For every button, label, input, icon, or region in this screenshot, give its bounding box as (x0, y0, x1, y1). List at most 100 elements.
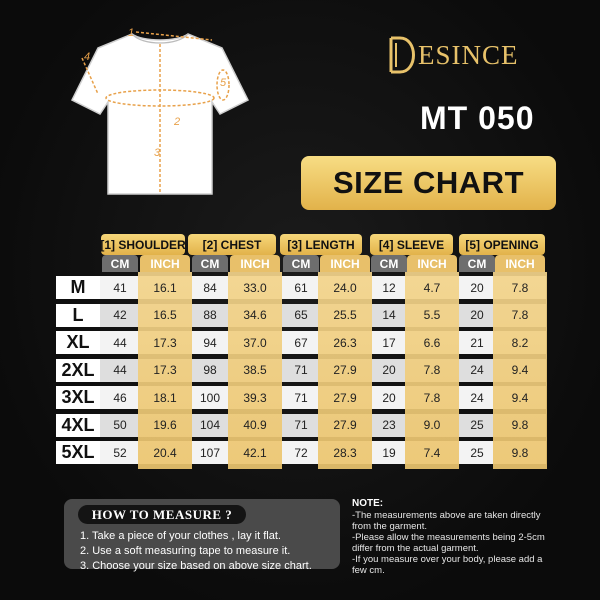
size-label: L (56, 303, 100, 327)
inch-value: 28.3 (333, 445, 357, 460)
cm-value: 71 (294, 390, 308, 405)
logo-d-icon (389, 36, 415, 74)
cm-value: 44 (113, 363, 127, 377)
cm-value: 17 (382, 335, 396, 350)
how-to-measure-title: HOW TO MEASURE ? (78, 505, 246, 524)
inch-value: 9.0 (423, 418, 441, 432)
inch-column-highlight (493, 272, 547, 469)
size-label: 5XL (56, 441, 100, 464)
inch-value: 4.7 (423, 280, 441, 295)
inch-value: 16.1 (153, 280, 177, 295)
inch-column-highlight (228, 272, 282, 469)
cm-value: 107 (199, 445, 221, 460)
cm-value: 50 (113, 418, 127, 432)
size-label: 3XL (56, 386, 100, 409)
inch-value: 38.5 (243, 363, 267, 377)
cm-value: 24 (470, 390, 484, 405)
inch-value: 17.3 (153, 363, 177, 377)
inch-value: 24.0 (333, 280, 357, 295)
inch-value: 9.8 (511, 445, 529, 460)
cm-value: 41 (113, 280, 127, 295)
unit-inch-header: INCH (140, 255, 190, 272)
cm-value: 19 (382, 445, 396, 460)
cm-value: 61 (294, 280, 308, 295)
note-line: differ from the actual garment. (352, 543, 479, 554)
inch-value: 39.3 (243, 390, 267, 405)
cm-value: 84 (203, 280, 217, 295)
marker-1: 1 (128, 27, 134, 39)
inch-value: 6.6 (423, 335, 441, 350)
cm-value: 25 (470, 418, 484, 432)
unit-inch-header: INCH (320, 255, 370, 272)
cm-value: 67 (294, 335, 308, 350)
unit-inch-header: INCH (407, 255, 457, 272)
inch-value: 37.0 (243, 335, 267, 350)
cm-value: 44 (113, 335, 127, 350)
inch-value: 34.6 (243, 308, 267, 322)
column-header: [1] SHOULDER (100, 234, 186, 255)
cm-value: 14 (382, 308, 396, 322)
note-line: from the garment. (352, 521, 427, 532)
cm-value: 52 (113, 445, 127, 460)
inch-value: 42.1 (243, 445, 267, 460)
brand-logo: ESINCE (388, 36, 519, 74)
inch-value: 16.5 (153, 308, 177, 322)
note-line: -If you measure over your body, please a… (352, 554, 543, 565)
inch-value: 7.8 (511, 308, 529, 322)
size-label: 4XL (56, 413, 100, 437)
cm-value: 100 (199, 390, 221, 405)
cm-value: 25 (470, 445, 484, 460)
inch-value: 8.2 (511, 335, 529, 350)
note-line: -The measurements above are taken direct… (352, 510, 541, 521)
note-line: -Please allow the measurements being 2-5… (352, 532, 545, 543)
inch-value: 18.1 (153, 390, 177, 405)
unit-inch-header: INCH (230, 255, 280, 272)
note-title: NOTE: (352, 498, 384, 509)
cm-value: 24 (470, 363, 484, 377)
note-line: few cm. (352, 565, 385, 576)
inch-value: 7.4 (423, 445, 441, 460)
column-header: [3] LENGTH (280, 234, 362, 255)
marker-2: 2 (173, 116, 180, 128)
inch-value: 40.9 (243, 418, 267, 432)
inch-value: 27.9 (333, 363, 357, 377)
cm-value: 104 (199, 418, 221, 432)
size-label: XL (56, 331, 100, 354)
inch-value: 7.8 (423, 363, 441, 377)
marker-3: 3 (154, 147, 161, 159)
unit-cm-header: CM (371, 255, 407, 272)
marker-4: 4 (84, 51, 90, 63)
inch-value: 33.0 (243, 280, 267, 295)
how-to-step: 2. Use a soft measuring tape to measure … (80, 545, 291, 557)
inch-value: 26.3 (333, 335, 357, 350)
model-number: MT 050 (420, 100, 535, 136)
inch-column-highlight (318, 272, 372, 469)
how-to-step: 1. Take a piece of your clothes , lay it… (80, 530, 281, 542)
unit-inch-header: INCH (495, 255, 545, 272)
inch-value: 27.9 (333, 418, 357, 432)
size-chart-title-box: SIZE CHART (301, 156, 556, 210)
marker-5: 5 (220, 77, 227, 89)
how-to-step: 3. Choose your size based on above size … (80, 560, 312, 572)
column-header: [2] CHEST (188, 234, 276, 255)
cm-value: 94 (203, 335, 217, 350)
column-header: [4] SLEEVE (370, 234, 453, 255)
cm-value: 72 (294, 445, 308, 460)
cm-value: 42 (113, 308, 127, 322)
unit-cm-header: CM (102, 255, 138, 272)
inch-value: 25.5 (333, 308, 357, 322)
cm-value: 71 (294, 363, 308, 377)
inch-value: 9.4 (511, 363, 529, 377)
inch-value: 9.8 (511, 418, 529, 432)
cm-value: 20 (470, 308, 484, 322)
inch-value: 5.5 (423, 308, 441, 322)
cm-value: 88 (203, 308, 217, 322)
inch-column-highlight (138, 272, 192, 469)
brand-name: ESINCE (418, 39, 519, 70)
column-header: [5] OPENING (459, 234, 545, 255)
tshirt-diagram: 1 2 3 4 5 (70, 27, 250, 195)
cm-value: 98 (203, 363, 217, 377)
unit-cm-header: CM (283, 255, 319, 272)
inch-value: 27.9 (333, 390, 357, 405)
size-label: 2XL (56, 358, 100, 382)
